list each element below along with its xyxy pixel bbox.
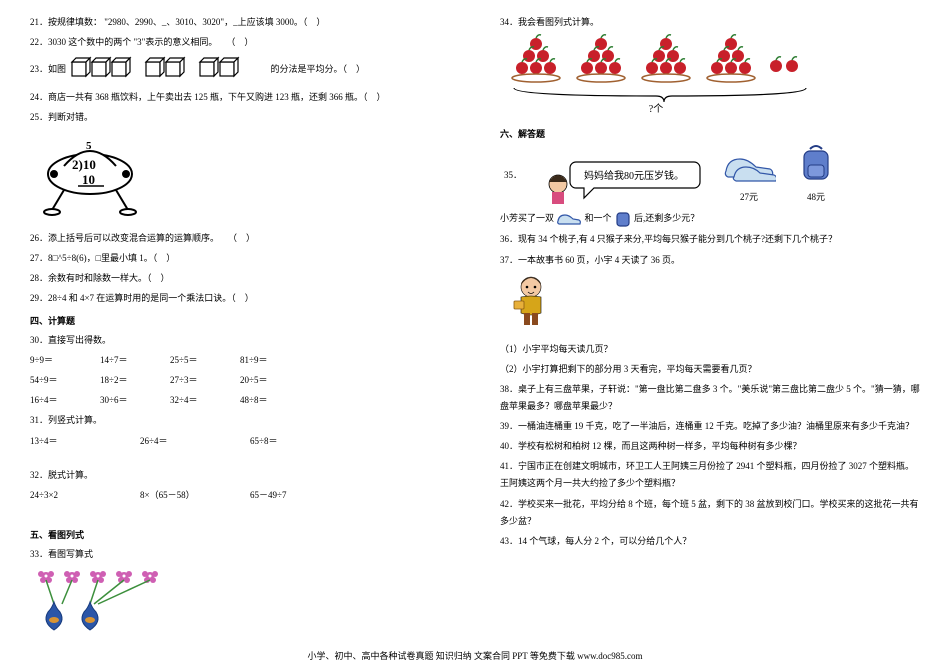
q32: 32．脱式计算。 xyxy=(30,467,450,484)
q29: 29．28÷4 和 4×7 在运算时用的是同一个乘法口诀。（ ） xyxy=(30,290,450,307)
kid-figure xyxy=(506,273,920,335)
flowers-figure xyxy=(34,566,450,642)
q30: 30．直接写出得数。 xyxy=(30,332,450,349)
price-backpack: 48元 xyxy=(796,189,836,206)
apples-label: ?个 xyxy=(649,103,663,114)
backpack-icon xyxy=(796,145,836,183)
page-footer: 小学、初中、高中各种试卷真题 知识归纳 文案合同 PPT 等免费下载 www.d… xyxy=(0,649,950,662)
left-column: 21．按规律填数： "2980、2990、_、3010、3020"，_上应该填 … xyxy=(30,14,450,645)
speech-text: 妈妈给我80元压岁钱。 xyxy=(584,169,684,182)
sneakers-icon xyxy=(722,149,776,183)
footer-text: 小学、初中、高中各种试卷真题 知识归纳 文案合同 PPT 等免费下载 xyxy=(307,651,577,661)
ufo-figure: 5 2)10 10 xyxy=(42,132,450,223)
sneakers-inline-icon xyxy=(556,211,582,227)
q41: 41．宁国市正在创建文明城市，环卫工人王阿姨三月份捡了 2941 个塑料瓶，四月… xyxy=(500,458,920,492)
q33: 33．看图写算式 xyxy=(30,546,450,563)
q23-suffix: 的分法是平均分。（ ） xyxy=(271,64,366,74)
q37b: （2）小宇打算把剩下的部分用 3 天看完，平均每天需要看几页？ xyxy=(500,361,920,378)
q23-prefix: 23．如图 xyxy=(30,64,66,74)
backpack-inline-icon xyxy=(614,210,632,228)
footer-link: www.doc985.com xyxy=(577,651,642,661)
q27: 27．8□^5÷8(6)，□里最小填 1。（ ） xyxy=(30,250,450,267)
q36: 36．现有 34 个桃子,有 4 只猴子来分,平均每只猴子能分到几个桃子?还剩下… xyxy=(500,231,920,248)
calc-row-1: 9÷9＝14÷7＝25÷5＝81÷9＝ xyxy=(30,352,450,369)
right-column: 34．我会看图列式计算。 xyxy=(500,14,920,645)
q35-figure: 35． 妈妈给我80元压岁钱。 27元 xyxy=(504,145,920,206)
q24: 24．商店一共有 368 瓶饮料，上午卖出去 125 瓶，下午又购进 123 瓶… xyxy=(30,89,450,106)
calc-row-2: 54÷9＝18÷2＝27÷3＝20÷5＝ xyxy=(30,372,450,389)
q39: 39．一桶油连桶重 19 千克，吃了一半油后，连桶重 12 千克。吃掉了多少油？… xyxy=(500,418,920,435)
section-5-title: 五、看图列式 xyxy=(30,527,450,544)
q28: 28．余数有时和除数一样大。（ ） xyxy=(30,270,450,287)
q42: 42．学校买来一批花，平均分给 8 个班，每个班 5 盆，剩下的 38 盆放到校… xyxy=(500,496,920,530)
backpack-item: 48元 xyxy=(796,145,836,206)
svg-text:10: 10 xyxy=(82,172,95,187)
calc-row-4: 13÷4＝26÷4＝65÷8＝ xyxy=(30,433,450,450)
q43: 43．14 个气球，每人分 2 个，可以分给几个人？ xyxy=(500,533,920,550)
sneakers-item: 27元 xyxy=(722,149,776,206)
q35-line: 小芳买了一双 和一个 后,还剩多少元？ xyxy=(500,210,920,228)
q26: 26．添上括号后可以改变混合运算的运算顺序。 （ ） xyxy=(30,230,450,247)
q37a: （1）小宇平均每天读几页？ xyxy=(500,341,920,358)
q37: 37．一本故事书 60 页，小宇 4 天读了 36 页。 xyxy=(500,252,920,269)
q34: 34．我会看图列式计算。 xyxy=(500,14,920,31)
q21: 21．按规律填数： "2980、2990、_、3010、3020"，_上应该填 … xyxy=(30,14,450,31)
svg-text:5: 5 xyxy=(86,140,92,152)
section-4-title: 四、计算题 xyxy=(30,313,450,330)
calc-row-3: 16÷4＝30÷6＝32÷4＝48÷8＝ xyxy=(30,392,450,409)
q23: 23．如图 xyxy=(30,54,450,86)
cubes-figure xyxy=(68,54,268,86)
apples-figure: ?个 xyxy=(506,34,920,120)
section-6-title: 六、解答题 xyxy=(500,126,920,143)
price-sneakers: 27元 xyxy=(722,189,776,206)
calc-row-5: 24÷3×28×（65－58）65－49÷7 xyxy=(30,487,450,504)
q25: 25．判断对错。 xyxy=(30,109,450,126)
girl-speech-icon: 妈妈给我80元压岁钱。 xyxy=(542,156,702,206)
q40: 40．学校有松树和柏树 12 棵，而且这两种树一样多，平均每种树有多少棵？ xyxy=(500,438,920,455)
q31: 31．列竖式计算。 xyxy=(30,412,450,429)
q38: 38．桌子上有三盘苹果，子轩说："第一盘比第二盘多 3 个。"美乐说"第三盘比第… xyxy=(500,381,920,415)
svg-text:2)10: 2)10 xyxy=(72,157,96,172)
q35-number: 35． xyxy=(504,167,522,184)
q22: 22．3030 这个数中的两个 "3"表示的意义相同。 （ ） xyxy=(30,34,450,51)
